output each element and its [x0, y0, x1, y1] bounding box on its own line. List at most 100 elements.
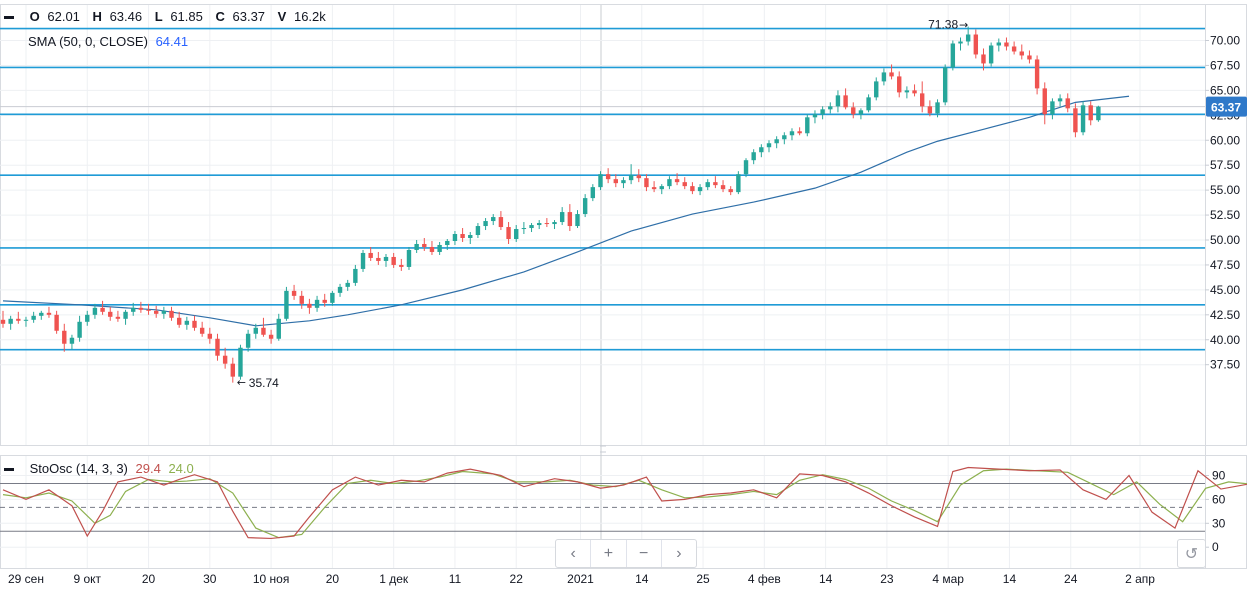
candle-body — [582, 198, 588, 215]
candle-body — [789, 131, 795, 136]
candle-body — [69, 337, 75, 344]
last-price-tag — [1206, 96, 1247, 117]
y-tick-label: 45.00 — [1210, 283, 1240, 297]
candle-body — [1088, 105, 1093, 121]
candle-body — [697, 187, 703, 192]
y-tick-label: 60.00 — [1210, 133, 1240, 147]
candle-body — [544, 223, 550, 225]
candle-body — [904, 90, 910, 93]
stoch-k-line — [2, 466, 1247, 540]
candle-body — [659, 186, 664, 190]
candle-body — [743, 160, 749, 175]
x-tick-label: 4 мар — [932, 572, 964, 586]
candle-body — [1011, 46, 1017, 52]
candle-body — [559, 212, 565, 223]
candle-body — [460, 234, 465, 239]
legend-low-value: 61.85 — [170, 9, 203, 24]
candle-body — [291, 290, 297, 296]
candle-body — [552, 222, 557, 225]
candle-body — [491, 217, 496, 222]
candle-body — [590, 187, 596, 199]
x-tick-label: 2021 — [567, 572, 594, 586]
candle-body — [215, 338, 220, 356]
candle-body — [628, 175, 634, 181]
scroll-right-button[interactable]: › — [662, 540, 696, 567]
candle-body — [261, 327, 266, 335]
legend-volume-value: 16.2k — [293, 9, 326, 24]
candle-body — [16, 318, 21, 321]
x-tick-label: 24 — [1064, 572, 1078, 586]
candle-body — [146, 309, 151, 311]
y-tick-label: 57.50 — [1210, 158, 1240, 172]
candle-body — [161, 310, 167, 314]
candle-body — [299, 295, 304, 304]
undo-icon: ↺ — [1184, 545, 1199, 563]
low-annotation-label: 35.74 — [249, 376, 279, 390]
candle-body — [314, 299, 320, 308]
x-tick-label: 4 фев — [748, 572, 781, 586]
low-annotation-arrow-icon: ← — [237, 376, 246, 389]
candle-body — [62, 330, 67, 344]
candle-body — [368, 252, 373, 258]
zoom-in-button[interactable]: + — [591, 540, 627, 567]
x-tick-label: 1 дек — [379, 572, 409, 586]
candle-body — [245, 333, 251, 348]
sma-line — [2, 95, 1130, 327]
candle-body — [429, 246, 435, 252]
candle-body — [360, 252, 366, 269]
x-tick-label: 14 — [1003, 572, 1017, 586]
y-tick-label: 55.00 — [1210, 183, 1240, 197]
candle-body — [1004, 42, 1009, 47]
candle-body — [108, 311, 113, 317]
candle-body — [192, 320, 197, 328]
candle-body — [1065, 98, 1070, 109]
candle-body — [238, 347, 243, 377]
y-tick-label: 70.00 — [1210, 34, 1240, 48]
candle-body — [207, 333, 213, 339]
candle-body — [77, 321, 82, 338]
candle-body — [942, 67, 948, 103]
candle-body — [759, 147, 764, 153]
legend-high-key: H — [92, 9, 102, 24]
candle-body — [820, 109, 825, 115]
candle-body — [682, 182, 687, 187]
candle-body — [85, 314, 90, 322]
sma-legend[interactable]: SMA (50, 0, CLOSE) 64.41 — [28, 34, 192, 49]
candle-body — [874, 81, 879, 98]
candle-body — [307, 303, 312, 308]
candle-body — [828, 106, 833, 110]
candle-body — [353, 268, 358, 283]
reset-chart-button[interactable]: ↺ — [1177, 539, 1206, 568]
candle-body — [774, 139, 779, 144]
candle-body — [54, 314, 59, 331]
candle-body — [812, 114, 818, 118]
chevron-left-icon: ‹ — [570, 544, 576, 562]
sma-legend-value: 64.41 — [155, 34, 189, 49]
candle-body — [253, 327, 258, 334]
series-marker-icon[interactable] — [4, 16, 14, 20]
candle-body — [782, 135, 787, 140]
candle-body — [1034, 59, 1040, 89]
candle-body — [92, 307, 98, 315]
zoom-out-button[interactable]: − — [627, 540, 662, 567]
candle-body — [529, 225, 534, 229]
chart-navigation: ‹ + − › — [555, 539, 697, 568]
legend-open-key: O — [29, 9, 40, 24]
candle-body — [690, 186, 695, 192]
x-tick-label: 23 — [880, 572, 894, 586]
stoch-y-tick-label: 90 — [1212, 469, 1226, 483]
candle-body — [199, 327, 205, 334]
candle-body — [613, 179, 618, 184]
stoch-marker-icon[interactable] — [4, 468, 14, 472]
candle-body — [414, 243, 419, 250]
x-tick-label: 2 апр — [1125, 572, 1155, 586]
candle-body — [437, 244, 442, 252]
candle-body — [889, 72, 894, 77]
stoch-legend[interactable]: StoOsc (14, 3, 3) 29.4 24.0 — [4, 461, 198, 476]
candle-body — [0, 319, 6, 324]
scroll-left-button[interactable]: ‹ — [556, 540, 592, 567]
sma-legend-label: SMA (50, 0, CLOSE) — [28, 34, 148, 49]
high-annotation-label: 71.38 — [928, 18, 958, 32]
